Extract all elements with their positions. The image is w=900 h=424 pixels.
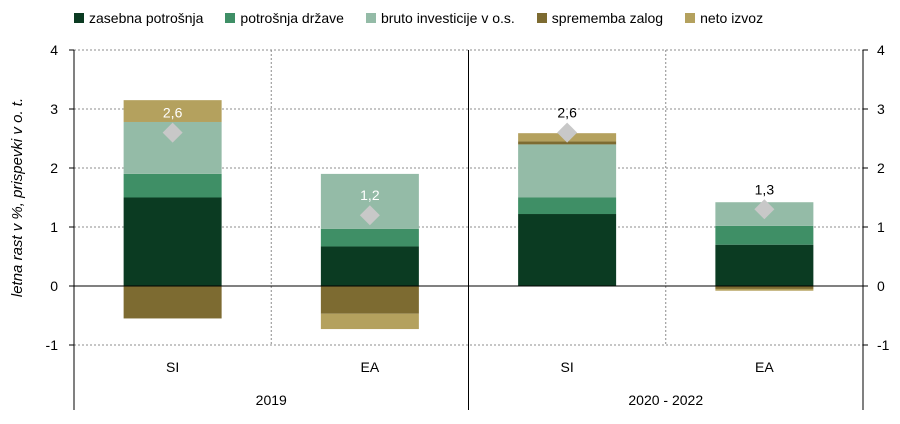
bar-segment [715,288,814,291]
y-tick-label-right: 0 [877,278,885,294]
bar-segment [715,225,814,245]
bar-segment [320,228,419,247]
legend-label: potrošnja države [240,10,344,26]
legend-label: zasebna potrošnja [89,10,204,26]
total-marker [754,199,775,220]
y-tick-label-left: 4 [50,42,58,58]
bar-segment [123,173,222,198]
x-group-label: 2020 - 2022 [628,392,703,408]
bar-segment [715,244,814,286]
legend-label: neto izvoz [700,10,764,26]
bar-segment [320,246,419,286]
bar-segment [123,100,222,122]
total-label: 1,3 [755,181,775,197]
total-label: 2,6 [557,105,577,121]
legend-item: bruto investicije v o.s. [365,10,515,26]
y-axis-title: letna rast v %, prispevki v o. t. [9,98,26,297]
bar-segment [518,144,617,198]
x-tick-label: SI [561,359,574,375]
bar-segment [715,286,814,289]
legend-swatch [536,13,547,23]
bar-segment [518,214,617,286]
x-tick-label: EA [755,359,774,375]
total-marker [162,122,183,143]
bar-segment [123,197,222,286]
legend-label: sprememba zalog [551,10,664,26]
y-tick-label-right: 1 [877,219,885,235]
total-marker [557,122,578,143]
y-tick-label-left: 2 [50,160,58,176]
y-tick-label-right: 3 [877,101,885,117]
legend-item: zasebna potrošnja [74,10,203,26]
legend-swatch [365,13,376,23]
total-marker [359,205,380,226]
legend-swatch [685,13,696,23]
y-tick-label-left: 0 [50,278,58,294]
total-label: 1,2 [360,187,380,203]
bar-segment [320,313,419,330]
legend-label: bruto investicije v o.s. [380,10,515,26]
bar-segment [320,286,419,314]
legend-item: potrošnja države [225,10,344,26]
x-tick-label: EA [361,359,380,375]
x-group-label: 2019 [256,392,287,408]
y-tick-label-right: 4 [877,42,885,58]
total-label: 2,6 [163,105,183,121]
bar-segment [518,141,617,145]
y-tick-label-left: 3 [50,101,58,117]
x-tick-label: SI [166,359,179,375]
y-tick-label-left: 1 [50,219,58,235]
y-tick-label-left: -1 [46,337,59,353]
legend-swatch [225,13,236,23]
bar-segment [518,197,617,215]
bar-segment [123,286,222,319]
y-tick-label-right: -1 [877,337,890,353]
legend-swatch [74,13,84,23]
y-tick-label-right: 2 [877,160,885,176]
legend: zasebna potrošnja potrošnja države bruto i… [74,8,785,28]
legend-item: neto izvoz [685,10,763,26]
legend-item: sprememba zalog [536,10,664,26]
